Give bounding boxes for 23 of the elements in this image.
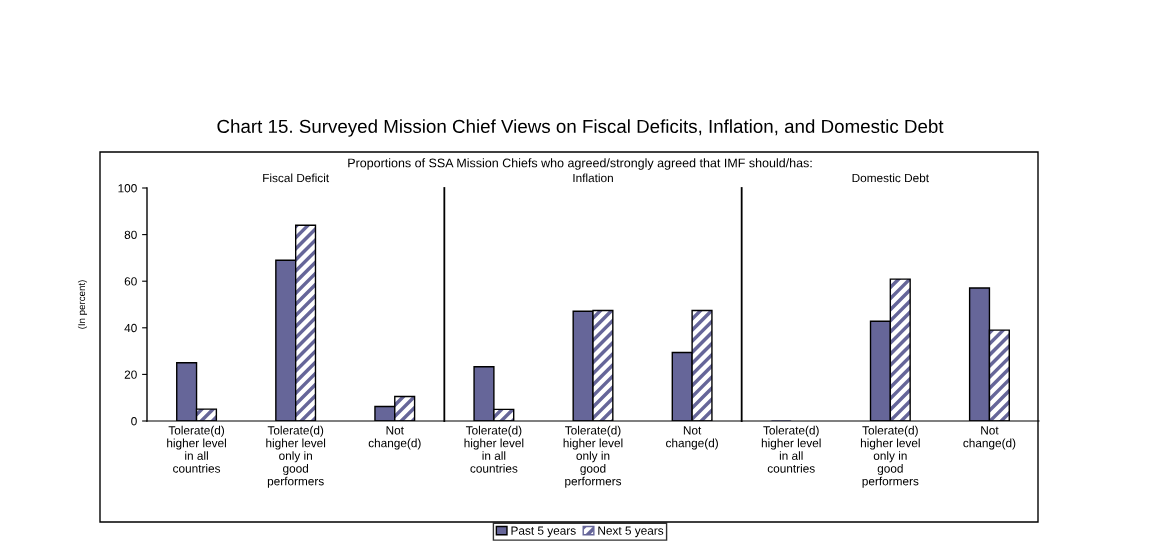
x-tick-label: Tolerate(d) higher level only in good performers: [860, 425, 920, 488]
text: Chart 15. Surveyed Mission Chief Views on Fiscal Deficits, Inflation, and Domestic Debt: [217, 119, 944, 137]
y-axis-title: (In percent): [77, 280, 88, 329]
text: Proportions of SSA Mission Chiefs who agreed/strongly agreed that IMF should/has:: [348, 158, 812, 170]
x-tick-label: Tolerate(d) higher level in all countries: [761, 425, 821, 473]
x-tick-label: Tolerate(d) higher level only in good performers: [563, 425, 623, 488]
y-tick-label: 0: [131, 417, 137, 426]
x-tick-label: Tolerate(d) higher level in all countries: [167, 425, 226, 473]
x-tick-label: Tolerate(d) higher level in all countries: [464, 425, 524, 473]
text: Fiscal Deficit: [263, 173, 330, 183]
legend-label: Next 5 years: [598, 526, 664, 538]
x-tick-label: Not change(d): [963, 426, 1016, 450]
y-tick-label: 20: [124, 370, 137, 379]
x-tick-label: Tolerate(d) higher level only in good performers: [266, 425, 326, 488]
legend-label: Past 5 years: [511, 526, 576, 538]
x-tick-label: Not change(d): [368, 426, 421, 450]
y-tick-label: 100: [118, 184, 137, 193]
y-tick-label: 80: [124, 230, 137, 239]
y-tick-label: 40: [124, 323, 137, 333]
y-tick-label: 60: [124, 277, 137, 286]
x-tick-label: Not change(d): [666, 426, 718, 450]
text: Domestic Debt: [852, 173, 929, 183]
text: Inflation: [573, 173, 613, 183]
